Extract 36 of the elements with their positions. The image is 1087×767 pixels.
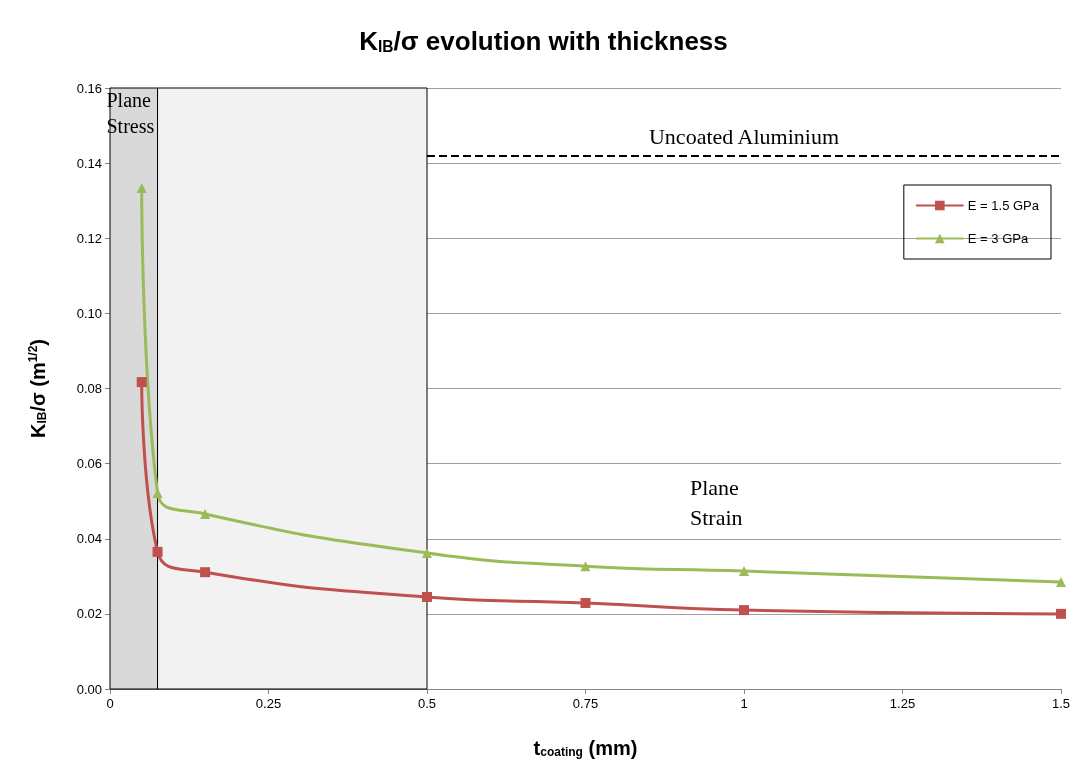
legend-label: E = 1.5 GPa xyxy=(967,198,1040,213)
point xyxy=(422,548,432,559)
chart-title: KIB/σ evolution with thickness xyxy=(359,25,728,56)
y-tick-label: 0.08 xyxy=(76,381,102,396)
point xyxy=(739,566,749,577)
point xyxy=(1056,608,1066,619)
x-tick-label: 0.5 xyxy=(417,696,437,711)
x-tick-label: 1.5 xyxy=(1051,696,1071,711)
y-tick-label: 0.10 xyxy=(76,305,102,321)
y-tick-label: 0.06 xyxy=(76,456,102,472)
y-tick-label: 0.00 xyxy=(76,681,102,697)
point xyxy=(136,182,147,193)
point xyxy=(152,546,163,557)
x-tick-label: 0.75 xyxy=(572,696,599,711)
point xyxy=(1056,576,1066,587)
x-tick-label: 0.25 xyxy=(255,696,282,711)
point xyxy=(136,377,147,388)
point xyxy=(580,561,591,572)
y-tick-label: 0.14 xyxy=(76,155,102,171)
point xyxy=(739,605,749,616)
point xyxy=(200,567,211,578)
annotation: Plane Strain xyxy=(690,474,743,530)
band-label: Plane Stress xyxy=(106,88,156,137)
y-tick-label: 0.16 xyxy=(76,80,102,96)
x-tick-label: 1 xyxy=(740,696,748,711)
point xyxy=(580,597,591,608)
y-tick-label: 0.12 xyxy=(76,230,102,246)
y-axis-title: KIB/σ (m1/2) xyxy=(26,338,49,439)
ref-line-label: Uncoated Aluminium xyxy=(648,124,840,150)
y-tick-label: 0.04 xyxy=(76,531,102,547)
point xyxy=(422,591,432,602)
x-tick-label: 0 xyxy=(106,696,114,711)
legend-label: E = 3 GPa xyxy=(967,231,1029,246)
point xyxy=(200,508,211,519)
x-tick-label: 1.25 xyxy=(889,696,916,711)
y-tick-label: 0.02 xyxy=(76,606,102,622)
